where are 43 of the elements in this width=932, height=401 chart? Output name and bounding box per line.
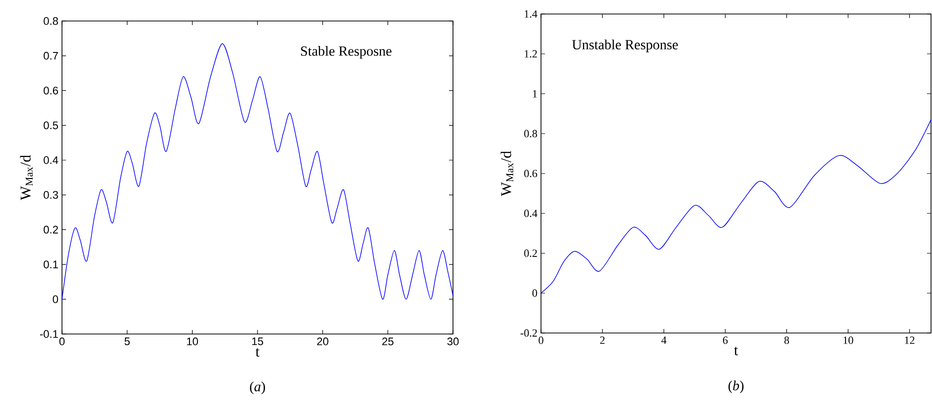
y-tick-label: -0.1: [40, 330, 58, 338]
y-tick-label: 1.4: [524, 10, 538, 18]
text: (b): [728, 380, 744, 394]
x-tick-label: 0: [59, 338, 65, 346]
x-tick-label: 6: [722, 336, 728, 344]
y-tick-label: 0.4: [44, 156, 58, 164]
y-tick-label: -0.2: [520, 329, 537, 337]
y-tick-label: 0.2: [524, 250, 537, 257]
y-tick-label: 0.8: [524, 130, 538, 138]
x-tick-label: 25: [382, 338, 394, 346]
y-tick-label: 1: [532, 90, 537, 98]
x-tick-label: 10: [187, 338, 198, 346]
y-axis-title: W$_{Max}$/d: [500, 150, 514, 196]
x-tick-label: 4: [661, 336, 666, 344]
x-tick-label: 5: [124, 338, 130, 346]
text: (a): [250, 382, 266, 394]
y-tick-label: 0.6: [44, 86, 58, 94]
y-tick-label: 0: [532, 289, 538, 297]
x-tick-label: 20: [317, 338, 328, 346]
y-tick-label: 0.8: [44, 17, 58, 25]
y-tick-label: 0.6: [524, 170, 538, 178]
annotation: Unstable Response: [572, 40, 678, 52]
x-tick-label: 15: [252, 338, 264, 346]
y-tick-label: 0.4: [524, 210, 538, 218]
x-tick-label: 2: [600, 336, 605, 344]
y-tick-label: 0.3: [44, 191, 58, 199]
x-tick-label: 8: [784, 336, 790, 344]
x-tick-label: 30: [447, 338, 459, 346]
y-tick-label: 0.2: [44, 226, 58, 234]
x-tick-label: 10: [844, 336, 854, 344]
x-axis-title: t: [256, 348, 260, 357]
line-series: [62, 43, 454, 300]
y-tick-label: 0.7: [44, 52, 58, 60]
line-series: [540, 119, 932, 294]
x-tick-label: 12: [905, 336, 914, 344]
annotation: Stable Resposne: [301, 46, 392, 59]
y-tick-label: 0.1: [44, 260, 58, 268]
y-axis-title: W$_{Max}$/d: [20, 154, 33, 200]
x-tick-label: 0: [538, 336, 544, 344]
y-tick-label: 1.2: [524, 50, 537, 58]
y-tick-label: 0.5: [44, 121, 58, 130]
y-tick-label: 0: [52, 295, 58, 304]
x-axis-title: t: [734, 346, 738, 356]
